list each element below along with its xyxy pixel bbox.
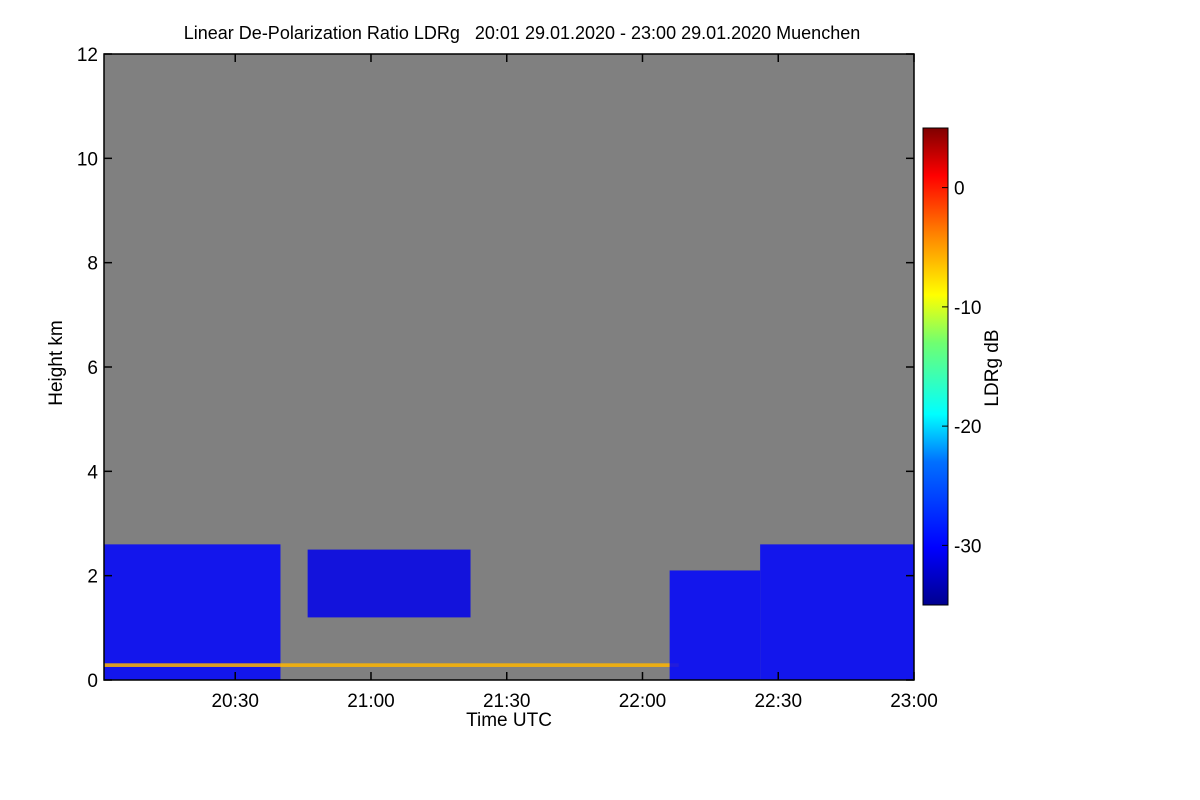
colorbar-tick-label: -20 bbox=[954, 417, 981, 438]
x-axis: 20:30 21:00 21:30 22:00 22:30 23:00 bbox=[211, 54, 938, 712]
y-tick-label: 0 bbox=[87, 671, 98, 692]
y-tick-label: 2 bbox=[87, 567, 98, 588]
colorbar: 0 -10 -20 -30 LDRg dB bbox=[922, 127, 1003, 606]
colorbar-tick-label: -30 bbox=[954, 536, 981, 557]
chart-title: Linear De-Polarization Ratio LDRg 20:01 … bbox=[184, 23, 860, 43]
y-tick-label: 8 bbox=[87, 254, 98, 275]
x-axis-label: Time UTC bbox=[466, 710, 552, 731]
x-tick-label: 21:00 bbox=[347, 691, 395, 712]
feature-aerosol-layer bbox=[104, 663, 679, 667]
y-axis-label: Height km bbox=[46, 320, 67, 406]
y-axis: 0 2 4 6 8 10 12 bbox=[77, 45, 914, 692]
colorbar-frame bbox=[922, 127, 949, 606]
x-tick-label: 20:30 bbox=[211, 691, 259, 712]
feature-cloud-block bbox=[760, 544, 914, 680]
y-tick-label: 4 bbox=[87, 462, 98, 483]
colorbar-label: LDRg dB bbox=[982, 329, 1003, 406]
colorbar-tick-label: -10 bbox=[954, 298, 981, 319]
x-tick-label: 23:00 bbox=[890, 691, 938, 712]
x-tick-label: 22:30 bbox=[754, 691, 802, 712]
y-tick-label: 12 bbox=[77, 45, 98, 66]
feature-cloud-block bbox=[669, 570, 761, 680]
cloud-features bbox=[104, 544, 914, 680]
colorbar-tick-label: 0 bbox=[954, 179, 965, 200]
colorbar-gradient bbox=[923, 128, 948, 605]
feature-cloud-patches bbox=[307, 549, 471, 618]
y-tick-label: 6 bbox=[87, 358, 98, 379]
y-tick-label: 10 bbox=[77, 149, 98, 170]
x-tick-label: 21:30 bbox=[483, 691, 531, 712]
x-tick-label: 22:00 bbox=[619, 691, 667, 712]
feature-low-cloud-layer bbox=[104, 544, 281, 680]
